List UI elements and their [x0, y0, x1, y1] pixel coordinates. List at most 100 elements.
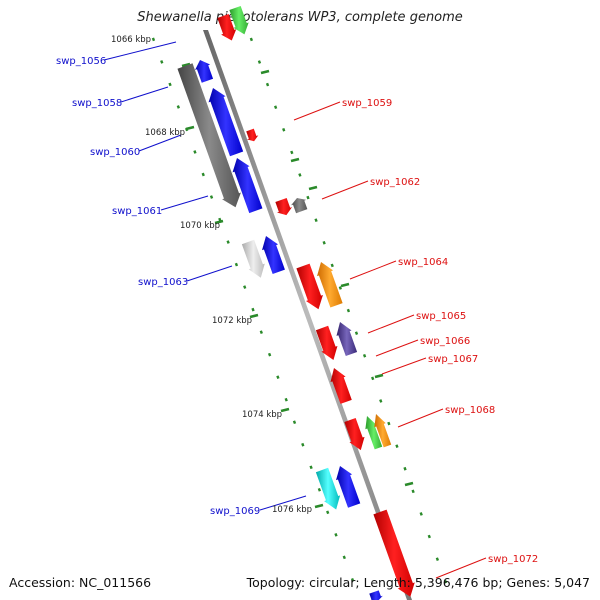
tick-mark [201, 172, 205, 177]
gene-swp-1061 [232, 158, 263, 214]
tick-mark [301, 442, 305, 447]
tick-mark [176, 105, 180, 109]
major-tick [404, 481, 414, 487]
gene-swp-1056 [195, 60, 214, 83]
genome-backbone [203, 30, 412, 600]
tick-mark [298, 173, 302, 177]
major-tick [308, 185, 318, 191]
gene-swp-1058-body [177, 63, 241, 208]
tick-mark [168, 82, 172, 87]
gene-label-swp_1066: swp_1066 [420, 336, 470, 347]
major-tick [181, 62, 191, 68]
tick-tracks [151, 37, 448, 584]
tick-mark [309, 465, 313, 470]
tick-mark [243, 285, 247, 289]
leader-line [293, 101, 341, 121]
leader-line [259, 495, 307, 511]
tick-mark [395, 444, 399, 448]
leader-line [381, 357, 427, 375]
gene-labels: swp_1056 swp_1058 swp_1060 swp_1061 swp_1063… [56, 41, 538, 579]
scale-label: 1074 kbp [242, 410, 282, 420]
tick-mark [226, 240, 230, 244]
gene-swp-1062a [275, 197, 293, 216]
tick-mark [435, 557, 440, 561]
gene-swp-1063a [241, 239, 265, 278]
gene-label-swp_1061: swp_1061 [112, 206, 162, 217]
major-tick [290, 157, 300, 163]
leader-line [138, 134, 182, 152]
leader-line [435, 557, 487, 579]
major-tick [280, 407, 290, 413]
tick-mark [346, 308, 351, 313]
gene-top-green [229, 5, 249, 35]
scale-label: 1072 kbp [212, 316, 252, 326]
gene-label-swp_1064: swp_1064 [398, 257, 448, 268]
gene-label-swp_1056: swp_1056 [56, 56, 106, 67]
tick-mark [249, 37, 254, 42]
leader-line [349, 260, 397, 280]
accession-text: Accession: NC_011566 [9, 575, 152, 590]
major-tick [214, 219, 224, 225]
gene-label-swp_1068: swp_1068 [445, 405, 495, 416]
major-tick [249, 313, 259, 319]
tick-mark [371, 376, 375, 381]
tick-mark [276, 375, 280, 380]
tick-mark [326, 510, 330, 515]
scale-label: 1076 kbp [272, 505, 312, 515]
tick-mark [257, 60, 262, 64]
scale-labels: 1066 kbp 1068 kbp 1070 kbp 1072 kbp 1074 kbp… [111, 35, 312, 515]
tick-mark [411, 489, 415, 494]
tick-mark [443, 579, 448, 584]
scale-label: 1066 kbp [111, 35, 151, 45]
tick-mark [290, 150, 294, 155]
leader-line [103, 41, 177, 61]
tick-mark [265, 82, 270, 87]
tick-mark [160, 60, 164, 64]
tick-mark [273, 105, 278, 110]
tick-mark [362, 353, 367, 358]
gene-swp-1067 [330, 368, 352, 404]
gene-swp-1063 [262, 236, 285, 274]
gene-label-swp_1067: swp_1067 [428, 354, 478, 365]
major-tick [374, 373, 384, 379]
tick-mark [419, 512, 423, 516]
leader-line [375, 339, 419, 357]
leader-line [120, 86, 169, 103]
gene-swp-1059 [246, 128, 259, 142]
tick-mark [330, 263, 334, 268]
tick-mark [292, 420, 297, 425]
gene-label-swp_1072: swp_1072 [488, 554, 538, 565]
tick-mark [354, 331, 359, 335]
gene-swp-1068a [344, 417, 365, 451]
gene-features [177, 5, 415, 600]
gene-swp-1062 [291, 198, 308, 214]
gene-swp-1069 [336, 466, 361, 508]
tick-mark [379, 399, 383, 403]
tick-mark [334, 533, 338, 537]
tick-mark [317, 487, 322, 492]
gene-label-swp_1069: swp_1069 [210, 506, 260, 517]
tick-mark [209, 195, 214, 199]
tick-mark [314, 218, 318, 223]
tick-mark [338, 286, 342, 290]
tick-mark [403, 466, 407, 471]
tick-mark [284, 397, 288, 402]
topology-text: Topology: circular; Length: 5,396,476 bp… [246, 575, 590, 590]
tick-mark [387, 421, 391, 426]
gene-swp-1066 [336, 322, 358, 357]
gene-label-swp_1058: swp_1058 [72, 98, 122, 109]
tick-mark [322, 240, 326, 245]
major-tick [314, 503, 324, 509]
tick-mark [259, 330, 263, 334]
gene-swp-1068 [374, 414, 392, 448]
major-tick [185, 125, 195, 131]
gene-label-swp_1063: swp_1063 [138, 277, 188, 288]
tick-mark [282, 127, 286, 132]
tick-mark [251, 307, 255, 312]
gene-swp-1065 [315, 325, 338, 361]
major-tick [340, 282, 350, 288]
scale-label: 1068 kbp [145, 128, 185, 138]
gene-swp-1064a [296, 263, 323, 310]
tick-mark [342, 555, 346, 560]
